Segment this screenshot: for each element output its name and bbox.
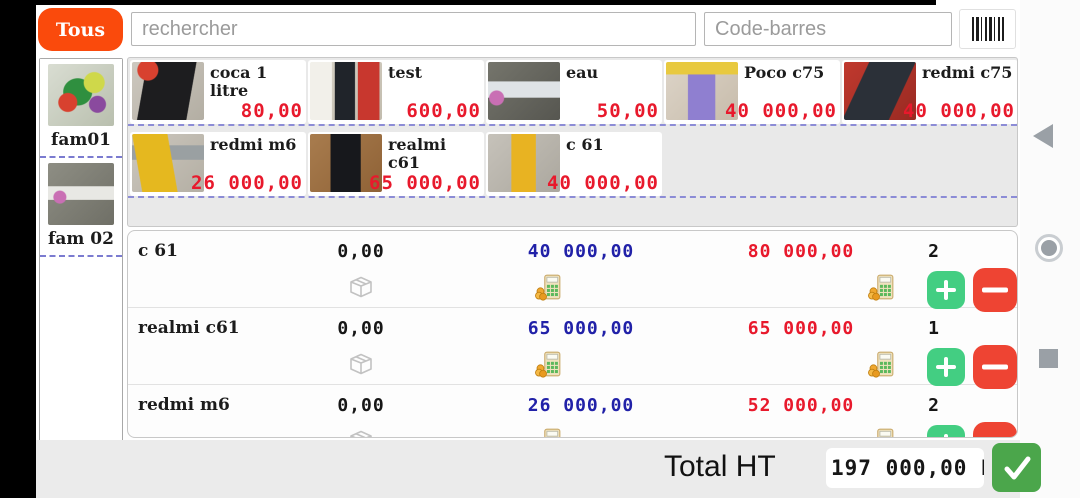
- back-icon[interactable]: [1033, 124, 1053, 148]
- product-price: 50,00: [596, 100, 659, 122]
- calculator-coins-icon[interactable]: [534, 427, 562, 438]
- product-price: 26 000,00: [191, 172, 303, 194]
- product-image: [310, 134, 382, 192]
- cart-row: redmi m6 0,00 26 000,00 52 000,00 2: [128, 385, 1017, 438]
- cart-item-unit-price: 26 000,00: [527, 395, 635, 416]
- product-image: [666, 62, 738, 120]
- product-price: 600,00: [406, 100, 481, 122]
- recents-icon[interactable]: [1039, 349, 1058, 368]
- family-label: fam 02: [48, 229, 114, 249]
- cart-item-discount: 0,00: [337, 241, 385, 262]
- barcode-input[interactable]: [704, 12, 952, 46]
- package-icon[interactable]: [347, 350, 375, 378]
- product-card[interactable]: test 600,00: [308, 60, 484, 124]
- product-card[interactable]: coca 1 litre 80,00: [130, 60, 306, 124]
- product-name: coca 1 litre: [210, 63, 268, 100]
- cart-item-total: 52 000,00: [747, 395, 855, 416]
- cart-item-name: redmi m6: [138, 395, 230, 415]
- product-image: [132, 62, 204, 120]
- cart-item-qty: 2: [928, 395, 940, 416]
- product-price: 40 000,00: [725, 100, 837, 122]
- all-families-button[interactable]: Tous: [38, 8, 123, 51]
- product-price: 40 000,00: [547, 172, 659, 194]
- barcode-icon: [971, 17, 1004, 41]
- cart-item-name: c 61: [138, 241, 178, 261]
- calculator-coins-icon[interactable]: [534, 273, 562, 301]
- product-price: 65 000,00: [369, 172, 481, 194]
- product-card[interactable]: realmi c61 65 000,00: [308, 132, 484, 196]
- product-image: [310, 62, 382, 120]
- cart-table: c 61 0,00 40 000,00 80 000,00 2 realmi c…: [127, 230, 1018, 438]
- family-label: fam01: [51, 130, 111, 150]
- cart-item-unit-price: 65 000,00: [527, 318, 635, 339]
- checkmark-icon: [1004, 456, 1030, 479]
- family-item-fam01[interactable]: fam01: [40, 59, 122, 158]
- qty-decrease-button[interactable]: [973, 345, 1017, 389]
- product-price: 80,00: [240, 100, 303, 122]
- product-name: test: [388, 63, 422, 82]
- family-image: [48, 163, 114, 225]
- cart-item-name: realmi c61: [138, 318, 240, 338]
- product-image: [488, 62, 560, 120]
- product-price: 40 000,00: [903, 100, 1015, 122]
- product-name: realmi c61: [388, 135, 447, 172]
- product-grid: coca 1 litre 80,00 test 600,00 eau 50,00…: [127, 57, 1018, 227]
- product-name: redmi m6: [210, 135, 297, 154]
- package-icon[interactable]: [347, 427, 375, 438]
- system-top-strip: [36, 0, 936, 5]
- product-grid-row: coca 1 litre 80,00 test 600,00 eau 50,00…: [128, 58, 1017, 126]
- qty-increase-button[interactable]: [927, 425, 965, 437]
- product-name: redmi c75: [922, 63, 1013, 82]
- product-grid-row: redmi m6 26 000,00 realmi c61 65 000,00 …: [128, 130, 1017, 198]
- cart-row: c 61 0,00 40 000,00 80 000,00 2: [128, 231, 1017, 312]
- calculator-coins-icon[interactable]: [867, 427, 895, 438]
- product-image: [488, 134, 560, 192]
- product-card[interactable]: eau 50,00: [486, 60, 662, 124]
- product-card[interactable]: Poco c75 40 000,00: [664, 60, 840, 124]
- cart-item-qty: 2: [928, 241, 940, 262]
- product-name: eau: [566, 63, 599, 82]
- cart-item-discount: 0,00: [337, 395, 385, 416]
- calculator-coins-icon[interactable]: [534, 350, 562, 378]
- barcode-scan-button[interactable]: [959, 9, 1016, 49]
- product-name: Poco c75: [744, 63, 825, 82]
- product-card[interactable]: redmi m6 26 000,00: [130, 132, 306, 196]
- cart-item-total: 65 000,00: [747, 318, 855, 339]
- family-item-fam02[interactable]: fam 02: [40, 158, 122, 257]
- search-input[interactable]: [131, 12, 696, 46]
- home-icon[interactable]: [1035, 234, 1063, 262]
- family-sidebar: fam01 fam 02: [39, 58, 123, 490]
- product-image: [132, 134, 204, 192]
- product-card[interactable]: c 61 40 000,00: [486, 132, 662, 196]
- cart-item-qty: 1: [928, 318, 940, 339]
- total-label: Total HT: [664, 450, 776, 483]
- confirm-sale-button[interactable]: [992, 443, 1041, 492]
- total-value-field: 197 000,00 D: [826, 448, 984, 488]
- qty-decrease-button[interactable]: [973, 422, 1017, 437]
- product-image: [844, 62, 916, 120]
- calculator-coins-icon[interactable]: [867, 273, 895, 301]
- total-bar: Total HT 197 000,00 D: [36, 440, 1041, 498]
- calculator-coins-icon[interactable]: [867, 350, 895, 378]
- system-left-strip: [0, 0, 36, 498]
- package-icon[interactable]: [347, 273, 375, 301]
- cart-row: realmi c61 0,00 65 000,00 65 000,00 1: [128, 308, 1017, 389]
- product-card[interactable]: redmi c75 40 000,00: [842, 60, 1017, 124]
- cart-item-unit-price: 40 000,00: [527, 241, 635, 262]
- qty-increase-button[interactable]: [927, 271, 965, 309]
- family-image: [48, 64, 114, 126]
- qty-decrease-button[interactable]: [973, 268, 1017, 312]
- product-name: c 61: [566, 135, 604, 154]
- qty-increase-button[interactable]: [927, 348, 965, 386]
- cart-item-total: 80 000,00: [747, 241, 855, 262]
- cart-item-discount: 0,00: [337, 318, 385, 339]
